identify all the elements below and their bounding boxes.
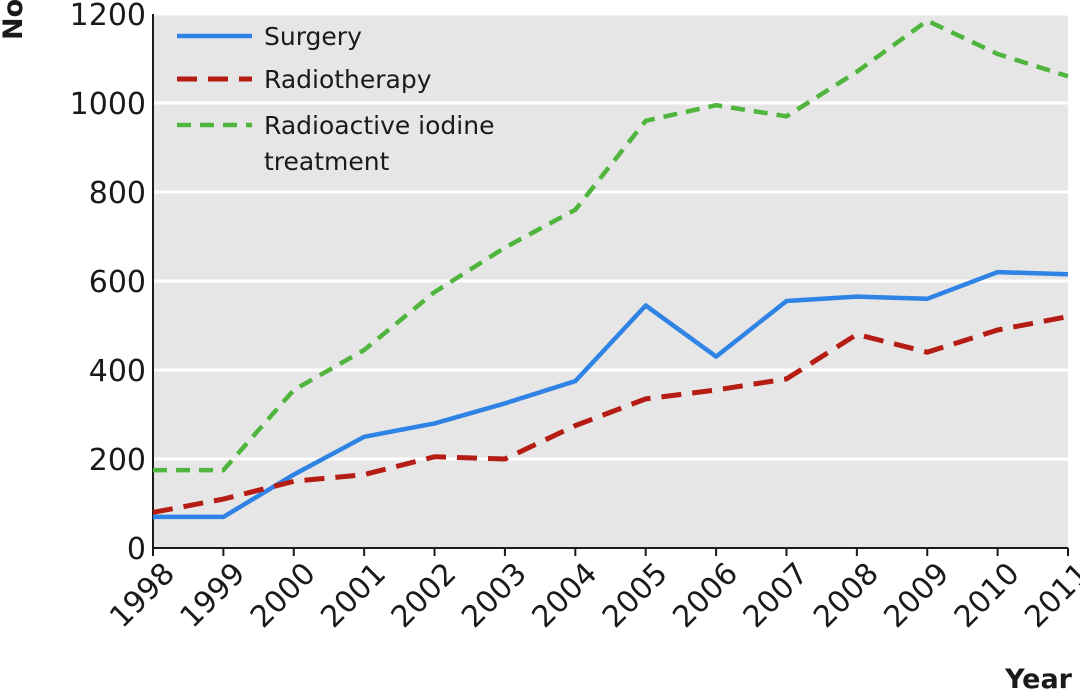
y-tick-label: 400 xyxy=(89,354,146,389)
x-tick-label: 2000 xyxy=(244,556,323,635)
y-axis-title: No xyxy=(0,0,29,40)
x-tick-label: 2006 xyxy=(666,556,745,635)
y-axis-ticks: 0 200 400 600 800 1000 1200 xyxy=(70,0,146,567)
x-tick-label: 2008 xyxy=(807,556,886,635)
y-tick-label: 1200 xyxy=(70,0,146,33)
x-tick-label: 2011 xyxy=(1018,556,1080,635)
x-tick-label: 2010 xyxy=(948,556,1027,635)
legend-label: treatment xyxy=(264,147,390,176)
x-tick-label: 1998 xyxy=(103,556,182,635)
series-line-radioactive-iodine-treatment xyxy=(153,18,1069,473)
y-tick-label: 1000 xyxy=(70,87,146,122)
legend-label: Radioactive iodine xyxy=(264,111,494,140)
x-tick-label: 1999 xyxy=(174,556,253,635)
x-tick-label: 2001 xyxy=(314,556,393,635)
legend-label: Radiotherapy xyxy=(264,65,432,94)
x-tick-label: 2004 xyxy=(525,556,604,635)
x-axis-ticks: 1998199920002001200220032004200520062007… xyxy=(103,548,1080,635)
x-tick-label: 2002 xyxy=(385,556,464,635)
x-tick-label: 2009 xyxy=(877,556,956,635)
x-tick-label: 2003 xyxy=(455,556,534,635)
y-tick-label: 600 xyxy=(89,265,146,300)
x-tick-label: 2005 xyxy=(596,556,675,635)
series-line-radiotherapy xyxy=(152,314,1069,515)
y-tick-label: 800 xyxy=(89,176,146,211)
legend-label: Surgery xyxy=(264,22,362,51)
x-tick-label: 2007 xyxy=(737,556,816,635)
x-axis-title: Year xyxy=(1004,664,1073,694)
grid-lines xyxy=(152,12,1068,549)
legend: Surgery Radiotherapy Radioactive iodine tre… xyxy=(177,22,494,176)
series-line-surgery xyxy=(153,269,1069,520)
y-tick-label: 200 xyxy=(89,443,146,478)
y-tick-label: 0 xyxy=(127,532,146,567)
series-lines xyxy=(152,18,1069,520)
